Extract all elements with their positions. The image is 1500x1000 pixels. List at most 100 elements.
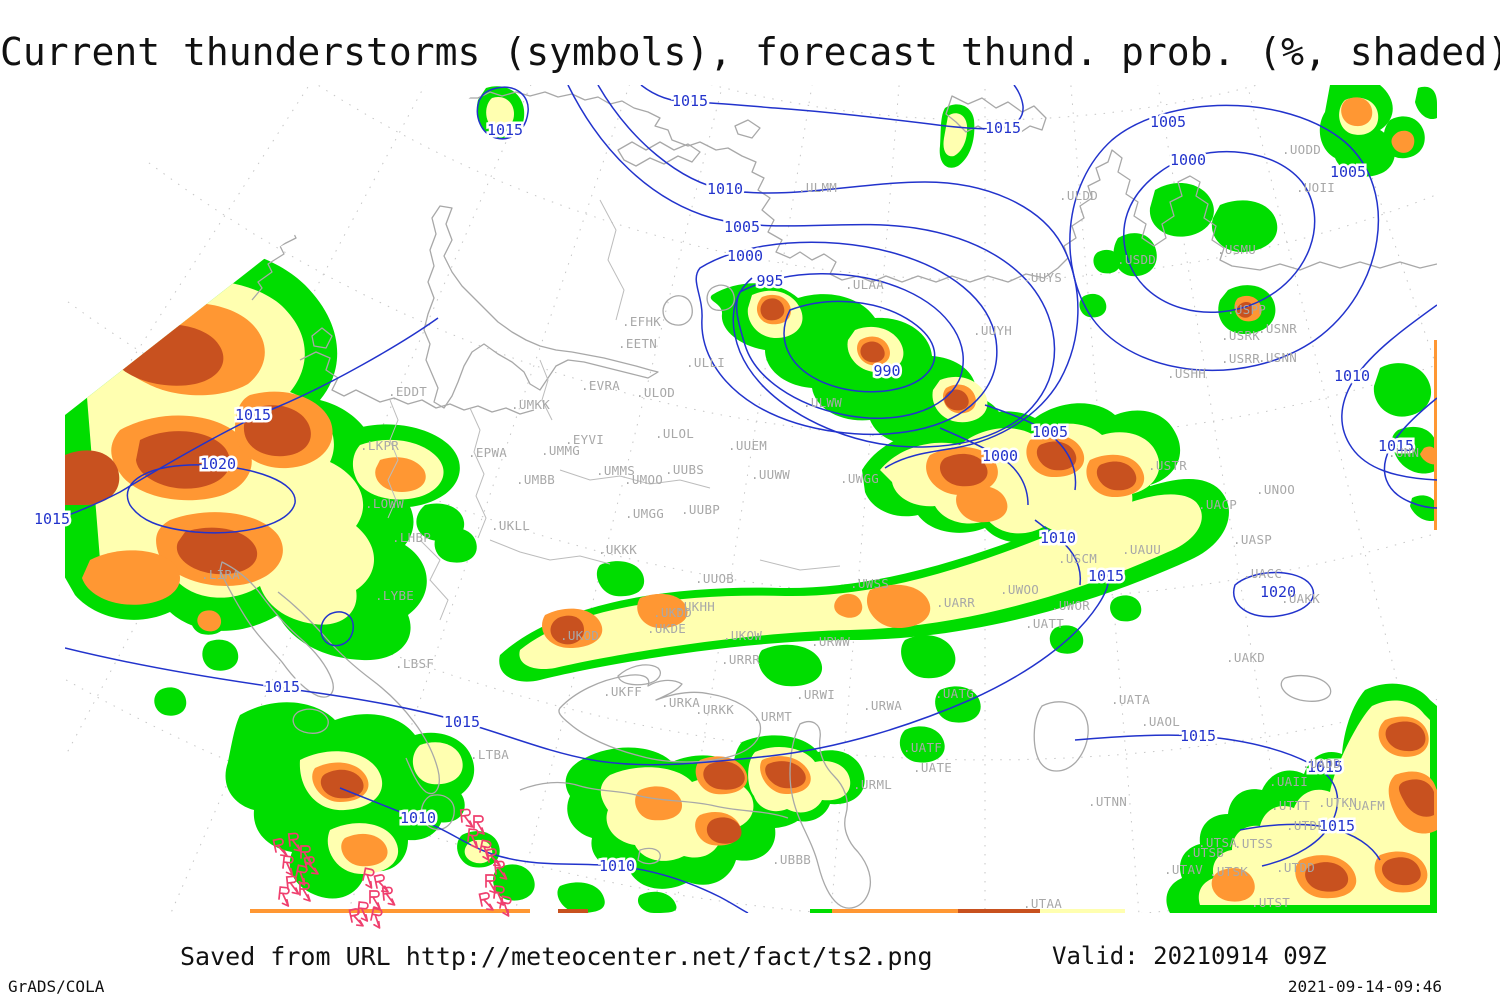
station-label: .UTAA xyxy=(1023,896,1062,911)
isobar-label: 1015 xyxy=(1319,817,1355,835)
station-label: .EETN xyxy=(618,336,657,351)
station-label: .USPP xyxy=(1227,302,1266,317)
station-label: .UMBB xyxy=(516,472,555,487)
station-label: .UKHH xyxy=(676,599,715,614)
grads-credit: GrADS/COLA xyxy=(8,977,105,996)
station-label: .UWOR xyxy=(1051,598,1090,613)
station-label: .UMMS xyxy=(596,463,635,478)
thunderstorm-symbol-icon xyxy=(285,875,300,895)
station-label: .EPWA xyxy=(468,445,507,460)
station-label: .UACP xyxy=(1198,497,1237,512)
station-label: .UMOO xyxy=(624,472,663,487)
isobar-label: 1015 xyxy=(264,678,300,696)
isobar-label: 1015 xyxy=(34,510,70,528)
station-label: .ULOD xyxy=(636,385,675,400)
station-label: .UATF xyxy=(903,740,942,755)
station-label: .UUBS xyxy=(665,462,704,477)
station-label: .ULWW xyxy=(803,395,842,410)
isobar-label: 1015 xyxy=(1088,567,1124,585)
isobar-label: 1015 xyxy=(672,92,708,110)
station-label: .USNN xyxy=(1258,350,1297,365)
station-label: .UATG xyxy=(935,686,974,701)
station-label: .UUYS xyxy=(1023,270,1062,285)
station-label: .UTNN xyxy=(1088,794,1127,809)
isobar-label: 1000 xyxy=(1170,151,1206,169)
station-labels: .ULMM .ULDD .UODD .UOII .USMU .USDD .UUYS .ULAA… xyxy=(201,142,1419,911)
isobar-label: 1005 xyxy=(1032,423,1068,441)
isobar-label: 990 xyxy=(873,362,900,380)
station-label: .UKKK xyxy=(598,542,637,557)
station-label: .ULAA xyxy=(845,277,884,292)
station-label: .UWOO xyxy=(1000,582,1039,597)
thunderstorm-symbol-icon xyxy=(478,892,494,911)
station-label: .UASP xyxy=(1233,532,1272,547)
station-label: .UUOB xyxy=(695,571,734,586)
isobar-label: 995 xyxy=(756,272,783,290)
station-label: .LTBA xyxy=(470,747,509,762)
station-label: .UBBB xyxy=(772,852,811,867)
station-label: .ULLI xyxy=(686,355,725,370)
station-label: .UWSS xyxy=(850,576,889,591)
station-label: .UTTT xyxy=(1271,798,1310,813)
station-label: .UMGG xyxy=(625,506,664,521)
station-label: .URKK xyxy=(695,702,734,717)
isobar-label: 1015 xyxy=(487,121,523,139)
thunderstorm-symbol-icon xyxy=(493,860,508,880)
station-label: .UATA xyxy=(1111,692,1150,707)
station-label: .UARR xyxy=(936,595,975,610)
isobar-label: 1010 xyxy=(707,180,743,198)
station-label: .UTDD xyxy=(1276,860,1315,875)
station-label: .UOII xyxy=(1296,180,1335,195)
thunderstorm-symbol-icon xyxy=(381,886,396,906)
station-label: .UMMG xyxy=(541,443,580,458)
isobar-label: 1010 xyxy=(400,809,436,827)
station-label: .UTSA xyxy=(1198,835,1237,850)
station-label: .LHBP xyxy=(392,530,431,545)
station-label: .EFHK xyxy=(622,314,661,329)
station-label: .USHH xyxy=(1167,366,1206,381)
station-label: .UUBP xyxy=(681,502,720,517)
station-label: .UTST xyxy=(1251,895,1290,910)
station-label: .UTSS xyxy=(1234,836,1273,851)
isobar-label: 1020 xyxy=(200,455,236,473)
station-label: .USCM xyxy=(1058,551,1097,566)
station-label: .ULDD xyxy=(1059,188,1098,203)
thunderstorm-symbol-icon xyxy=(473,815,485,835)
valid-time-label: Valid: 20210914 09Z xyxy=(1052,942,1327,970)
thunderstorm-symbol-icon xyxy=(369,890,381,910)
station-label: .UTSB xyxy=(1185,845,1224,860)
station-label: .UAKK xyxy=(1281,591,1320,606)
station-label: .ULOL xyxy=(655,426,694,441)
station-label: .UATT xyxy=(1025,616,1064,631)
station-label: .UUWW xyxy=(751,467,790,482)
thunderstorm-symbol-icon xyxy=(299,882,311,902)
station-label: .UKOW xyxy=(723,628,762,643)
isobar-label: 1020 xyxy=(1260,583,1296,601)
station-label: .UTKN xyxy=(1318,795,1357,810)
station-label: .UKDE xyxy=(647,621,686,636)
station-label: .UKDD xyxy=(653,605,692,620)
isobar-label: 1015 xyxy=(1180,727,1216,745)
station-label: .UATE xyxy=(913,760,952,775)
station-label: .EVRA xyxy=(581,378,620,393)
station-label: .URWI xyxy=(796,687,835,702)
isobar-label: 1010 xyxy=(599,857,635,875)
probability-shading-layer xyxy=(65,85,1437,913)
station-label: .UNOO xyxy=(1256,482,1295,497)
thunderstorm-symbol-icon xyxy=(278,886,290,907)
station-label: .UNN xyxy=(1388,445,1419,460)
station-label: .UKOD xyxy=(560,628,599,643)
generation-timestamp: 2021-09-14-09:46 xyxy=(1287,977,1442,996)
thunderstorm-symbol-icon xyxy=(370,907,383,929)
station-label: .UKFF xyxy=(603,684,642,699)
station-label: .USMU xyxy=(1217,242,1256,257)
isobar-label: 1015 xyxy=(1378,437,1414,455)
station-label: .URRR xyxy=(721,652,760,667)
station-label: .UAUU xyxy=(1122,542,1161,557)
station-label: .LBSF xyxy=(395,656,434,671)
station-label: .ULMM xyxy=(798,180,837,195)
thunderstorm-symbols xyxy=(272,808,512,929)
station-label: .UKLL xyxy=(491,518,530,533)
